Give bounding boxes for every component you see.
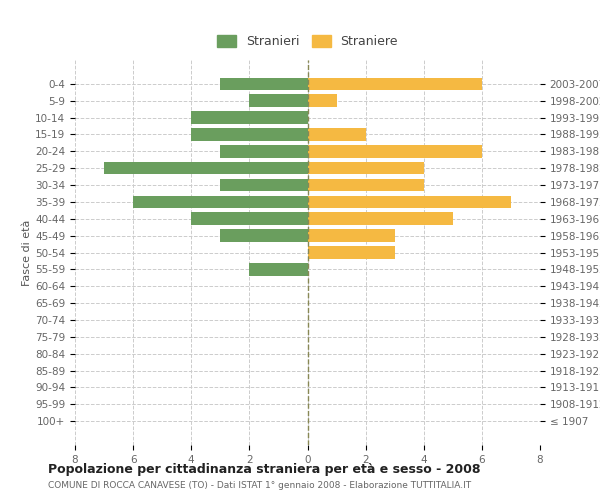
Bar (308, 246, 395, 259)
Bar (104, 162, 308, 174)
Bar (308, 162, 424, 174)
Bar (191, 111, 308, 124)
Bar (250, 263, 308, 276)
Bar (308, 128, 365, 141)
Bar (308, 230, 395, 242)
Bar (220, 230, 308, 242)
Bar (308, 78, 482, 90)
Bar (191, 212, 308, 225)
Legend: Stranieri, Straniere: Stranieri, Straniere (213, 32, 402, 52)
Bar (308, 178, 424, 192)
Text: Popolazione per cittadinanza straniera per età e sesso - 2008: Popolazione per cittadinanza straniera p… (48, 462, 481, 475)
Bar (220, 145, 308, 158)
Bar (308, 94, 337, 107)
Bar (133, 196, 308, 208)
Y-axis label: Fasce di età: Fasce di età (22, 220, 32, 286)
Bar (191, 128, 308, 141)
Bar (308, 196, 511, 208)
Bar (308, 212, 453, 225)
Bar (220, 178, 308, 192)
Bar (308, 145, 482, 158)
Bar (220, 78, 308, 90)
Text: COMUNE DI ROCCA CANAVESE (TO) - Dati ISTAT 1° gennaio 2008 - Elaborazione TUTTIT: COMUNE DI ROCCA CANAVESE (TO) - Dati IST… (48, 481, 471, 490)
Bar (250, 94, 308, 107)
